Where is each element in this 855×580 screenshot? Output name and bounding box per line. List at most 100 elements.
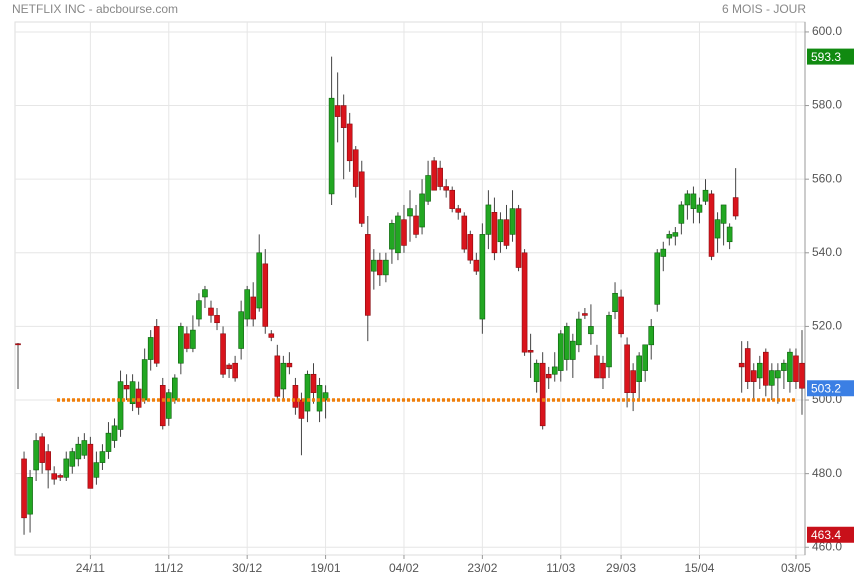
- x-tick-label: 03/05: [781, 561, 811, 575]
- candle-body: [383, 259, 389, 276]
- candle-body: [244, 289, 250, 320]
- candle-body: [642, 344, 648, 371]
- candle-body: [75, 443, 82, 460]
- candle-body: [738, 362, 745, 368]
- candle-body: [226, 364, 232, 370]
- candle-body: [352, 149, 359, 187]
- candle-body: [358, 171, 365, 224]
- candle-body: [346, 123, 353, 162]
- candle-body: [93, 462, 100, 478]
- candle-body: [371, 259, 377, 272]
- candle-body: [672, 232, 679, 237]
- candle-body: [202, 289, 208, 298]
- candle-body: [153, 326, 160, 364]
- candle-body: [328, 97, 335, 195]
- candle-body: [286, 362, 293, 368]
- candle-body: [576, 318, 582, 346]
- candle-body: [744, 348, 751, 382]
- candle-body: [178, 326, 184, 364]
- candle-body: [129, 381, 136, 405]
- candle-body: [696, 204, 703, 213]
- candle-body: [135, 388, 142, 408]
- candle-body: [467, 234, 474, 261]
- candle-body: [395, 215, 401, 254]
- candle-body: [539, 362, 546, 427]
- candle-body: [123, 385, 130, 390]
- price-badge-label: 593.3: [811, 50, 841, 64]
- candle-body: [81, 440, 88, 456]
- candle-body: [793, 355, 799, 382]
- candle-body: [377, 259, 383, 276]
- candle-body: [769, 370, 775, 386]
- candle-body: [497, 219, 504, 243]
- candle-body: [479, 234, 486, 320]
- candle-body: [521, 252, 528, 353]
- candle-body: [485, 204, 492, 235]
- candle-body: [111, 425, 118, 441]
- candle-body: [196, 300, 202, 320]
- candle-body: [220, 333, 226, 375]
- candle-body: [702, 189, 709, 202]
- candle-body: [787, 351, 793, 382]
- candle-body: [45, 451, 51, 471]
- candle-body: [407, 208, 413, 217]
- candle-body: [238, 311, 244, 349]
- candle-body: [39, 436, 45, 463]
- candle-body: [473, 259, 480, 272]
- candle-body: [666, 234, 673, 239]
- candle-body: [165, 392, 172, 419]
- candle-body: [340, 105, 347, 128]
- candle-body: [630, 370, 636, 393]
- candle-body: [141, 359, 148, 401]
- y-tick-label: 520.0: [812, 319, 842, 333]
- candle-body: [298, 399, 305, 419]
- candle-body: [63, 458, 70, 478]
- candle-body: [419, 193, 425, 228]
- x-tick-label: 19/01: [311, 561, 341, 575]
- x-tick-label: 04/02: [389, 561, 419, 575]
- candle-body: [732, 197, 739, 217]
- candle-body: [322, 392, 329, 401]
- candle-body: [87, 443, 94, 489]
- candle-body: [21, 458, 27, 519]
- candle-body: [232, 362, 238, 379]
- candle-body: [310, 373, 317, 393]
- candle-body: [509, 208, 516, 235]
- candle-body: [117, 381, 124, 430]
- candle-body: [491, 212, 498, 254]
- x-tick-label: 11/03: [546, 561, 575, 575]
- price-badge-label: 503.2: [811, 381, 841, 395]
- candle-body: [660, 248, 667, 257]
- y-tick-label: 580.0: [812, 98, 842, 112]
- candle-body: [184, 333, 190, 349]
- y-tick-label: 480.0: [812, 466, 842, 480]
- candle-body: [334, 105, 341, 117]
- x-tick-label: 23/02: [467, 561, 497, 575]
- candle-body: [690, 193, 697, 209]
- candle-body: [147, 337, 154, 360]
- candle-body: [316, 385, 323, 412]
- candle-body: [648, 326, 655, 346]
- candle-body: [449, 189, 456, 209]
- candle-body: [678, 204, 685, 224]
- candle-body: [515, 208, 522, 268]
- candle-body: [262, 263, 269, 327]
- candle-body: [750, 370, 757, 382]
- candle-body: [304, 373, 311, 412]
- candle-body: [364, 234, 371, 316]
- candle-body: [612, 292, 618, 312]
- candle-body: [69, 451, 76, 467]
- candle-body: [280, 362, 287, 390]
- chart-subtitle: 6 MOIS - JOUR: [722, 2, 806, 16]
- candle-body: [431, 160, 437, 191]
- candle-body: [594, 355, 600, 379]
- candle-body: [208, 307, 214, 316]
- candle-body: [256, 252, 263, 309]
- candle-body: [268, 333, 275, 338]
- candle-body: [461, 215, 468, 250]
- candle-body: [557, 333, 564, 371]
- candle-body: [684, 193, 691, 206]
- candle-body: [51, 473, 57, 480]
- x-tick-label: 24/11: [76, 561, 105, 575]
- candle-body: [618, 296, 624, 335]
